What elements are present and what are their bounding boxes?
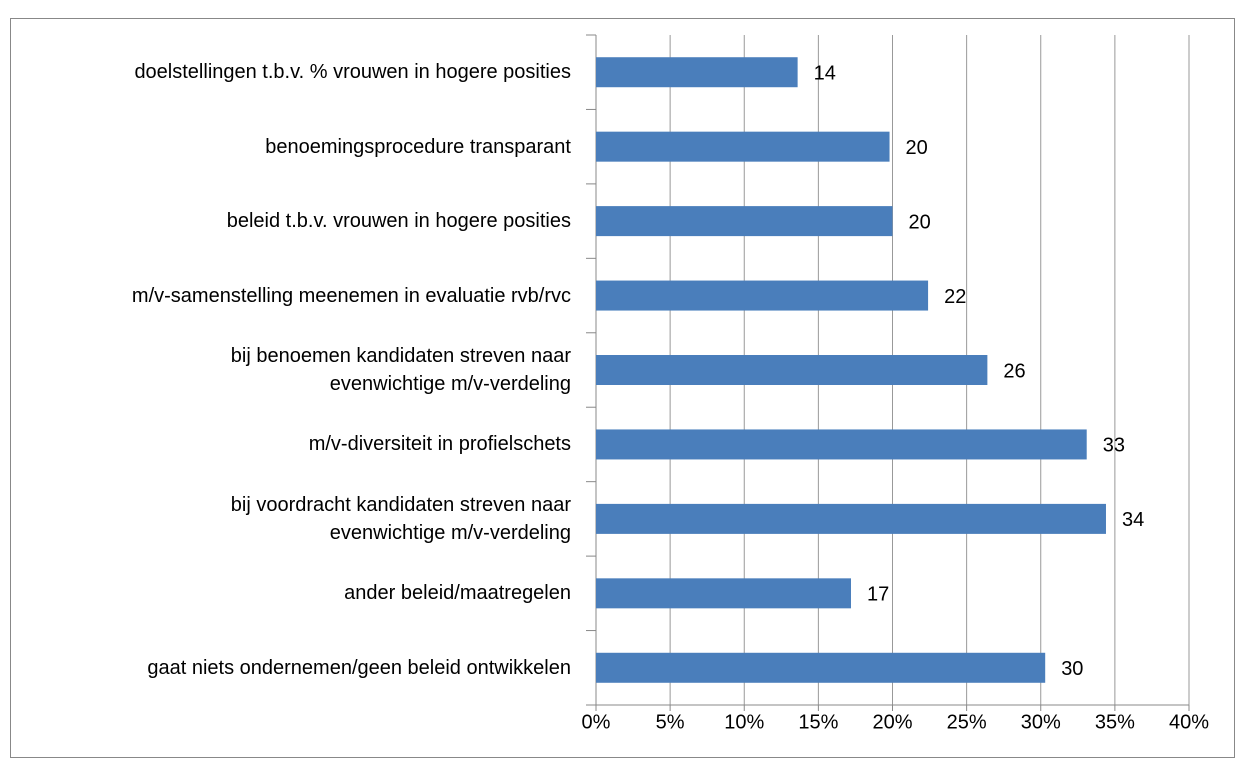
y-tick-label: bij benoemen kandidaten streven naar eve… [230, 345, 571, 395]
y-tick-label: doelstellingen t.b.v. % vrouwen in hoger… [134, 61, 571, 84]
bar [596, 280, 929, 311]
value-label: 20 [906, 137, 928, 159]
y-tick-label: bij voordracht kandidaten streven naar e… [230, 493, 571, 544]
x-tick-label: 5% [656, 711, 685, 733]
y-tick-label: ander beleid/maatregelen [344, 582, 571, 605]
bar [596, 578, 851, 609]
value-label: 33 [1103, 435, 1125, 457]
value-label: 34 [1122, 509, 1144, 531]
x-tick-label: 30% [1021, 711, 1061, 733]
bar [596, 131, 890, 162]
x-tick-label: 10% [724, 711, 764, 733]
value-label: 20 [909, 211, 931, 233]
x-tick-label: 25% [947, 711, 987, 733]
y-tick-label: beleid t.b.v. vrouwen in hogere posities [226, 210, 571, 233]
y-tick-label: m/v-diversiteit in profielschets [308, 433, 571, 456]
bar [596, 57, 798, 88]
value-label: 26 [1003, 360, 1025, 382]
bar [596, 429, 1087, 460]
y-tick-label: gaat niets ondernemen/geen beleid ontwik… [147, 656, 571, 679]
bar [596, 503, 1106, 534]
bar [596, 652, 1046, 683]
value-label: 14 [814, 63, 836, 85]
x-tick-label: 15% [798, 711, 838, 733]
value-label: 30 [1061, 658, 1083, 680]
x-tick-label: 35% [1095, 711, 1135, 733]
x-tick-label: 40% [1169, 711, 1209, 733]
value-label: 17 [867, 584, 889, 606]
bar [596, 206, 893, 237]
x-tick-label: 0% [582, 711, 611, 733]
bar [596, 355, 988, 385]
y-tick-label: m/v-samenstelling meenemen in evaluatie … [131, 284, 571, 307]
value-label: 22 [944, 286, 966, 308]
x-tick-label: 20% [872, 711, 912, 733]
y-tick-label: benoemingsprocedure transparant [265, 135, 571, 158]
